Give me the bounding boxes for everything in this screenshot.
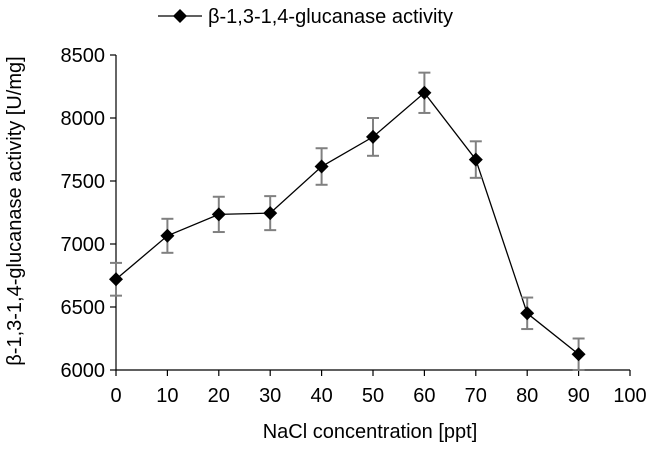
x-tick-label: 20 (208, 385, 230, 407)
x-tick-label: 0 (110, 385, 121, 407)
series-layer (109, 71, 586, 371)
series-line (115, 91, 580, 355)
y-tick-label: 6500 (61, 297, 106, 319)
data-point-diamond (520, 306, 535, 321)
data-point-diamond (417, 85, 432, 100)
axes (115, 55, 630, 371)
data-point-diamond (468, 152, 483, 167)
y-tick-label: 6000 (61, 360, 106, 382)
x-tick-label: 70 (465, 385, 487, 407)
legend-diamond-marker (173, 9, 187, 23)
data-point-diamond (109, 272, 123, 287)
y-tick-label: 8500 (61, 45, 106, 67)
x-tick-label: 60 (413, 385, 435, 407)
y-axis-ticks: 6000 6500 7000 7500 8000 8500 (61, 45, 116, 382)
data-point-diamond (314, 159, 329, 174)
y-tick-label: 8000 (61, 108, 106, 130)
x-axis-title: NaCl concentration [ppt] (263, 421, 478, 443)
data-point-diamond (211, 207, 226, 222)
data-point-diamond (160, 228, 175, 243)
data-point-diamond (571, 347, 586, 362)
x-axis-ticks: 0 10 20 30 40 50 60 70 80 90 100 (110, 370, 646, 407)
x-tick-label: 100 (613, 385, 646, 407)
y-tick-label: 7500 (61, 171, 106, 193)
x-tick-label: 90 (567, 385, 589, 407)
x-tick-label: 80 (516, 385, 538, 407)
legend-label: β-1,3-1,4-glucanase activity (208, 6, 453, 28)
y-axis-title: β-1,3-1,4-glucanase activity [U/mg] (4, 56, 26, 365)
data-point-diamond (366, 129, 380, 144)
x-tick-label: 50 (362, 385, 384, 407)
x-tick-label: 30 (259, 385, 281, 407)
data-point-diamond (263, 206, 278, 221)
legend: β-1,3-1,4-glucanase activity (158, 6, 453, 28)
y-tick-label: 7000 (61, 234, 106, 256)
x-tick-label: 40 (310, 385, 332, 407)
x-tick-label: 10 (156, 385, 178, 407)
